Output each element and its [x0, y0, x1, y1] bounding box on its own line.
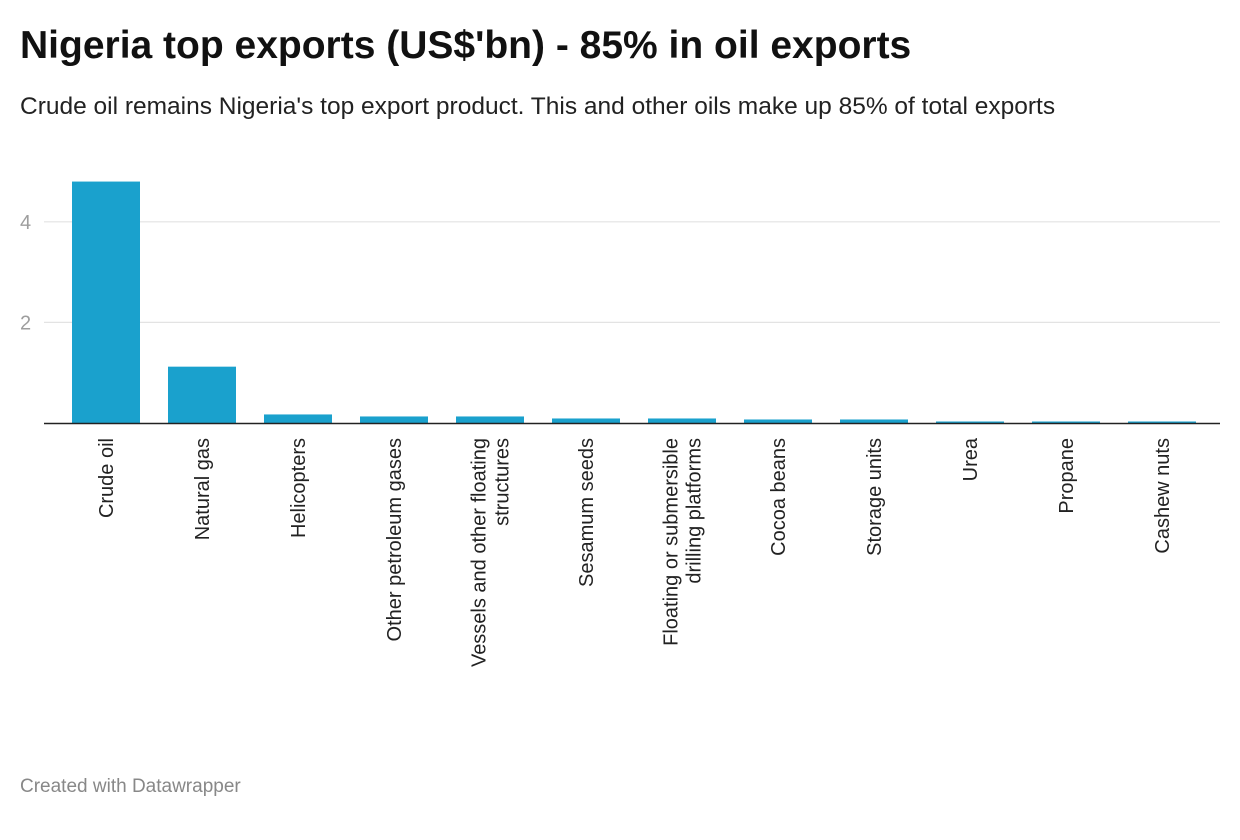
x-tick-label: Urea [960, 437, 982, 481]
y-tick-label: 4 [20, 212, 31, 234]
x-tick-label: Floating or submersible [661, 438, 683, 646]
y-tick-label: 2 [20, 312, 31, 334]
bar [936, 421, 1004, 423]
x-tick-label: Crude oil [96, 438, 118, 518]
category-labels: Crude oil Natural gas Helicopters Other pet… [96, 437, 1174, 667]
bar [72, 181, 140, 423]
x-tick-label: structures [492, 438, 514, 526]
chart-subtitle: Crude oil remains Nigeria's top export p… [20, 93, 1056, 120]
bar [264, 414, 332, 423]
bars [72, 181, 1196, 423]
bar [1032, 421, 1100, 423]
x-tick-label: Helicopters [288, 438, 310, 538]
x-tick-label: Propane [1056, 438, 1078, 514]
bar [168, 366, 236, 423]
x-tick-label: Sesamum seeds [576, 438, 598, 587]
bar [840, 419, 908, 423]
x-tick-label: Cocoa beans [768, 438, 790, 556]
x-tick-label: Natural gas [192, 438, 214, 540]
bar [1128, 421, 1196, 423]
x-tick-label: Cashew nuts [1152, 438, 1174, 554]
x-tick-label: Storage units [864, 438, 886, 556]
bar [360, 416, 428, 423]
bar [456, 416, 524, 423]
bar [648, 418, 716, 423]
chart-title: Nigeria top exports (US$'bn) - 85% in oi… [20, 24, 912, 67]
attribution-footer: Created with Datawrapper [20, 776, 241, 797]
x-tick-label: drilling platforms [684, 438, 706, 584]
gridlines: 24 [20, 212, 1220, 334]
x-tick-label: Other petroleum gases [384, 438, 406, 641]
bar [552, 418, 620, 423]
x-tick-label: Vessels and other floating [469, 438, 491, 667]
bar [744, 419, 812, 423]
